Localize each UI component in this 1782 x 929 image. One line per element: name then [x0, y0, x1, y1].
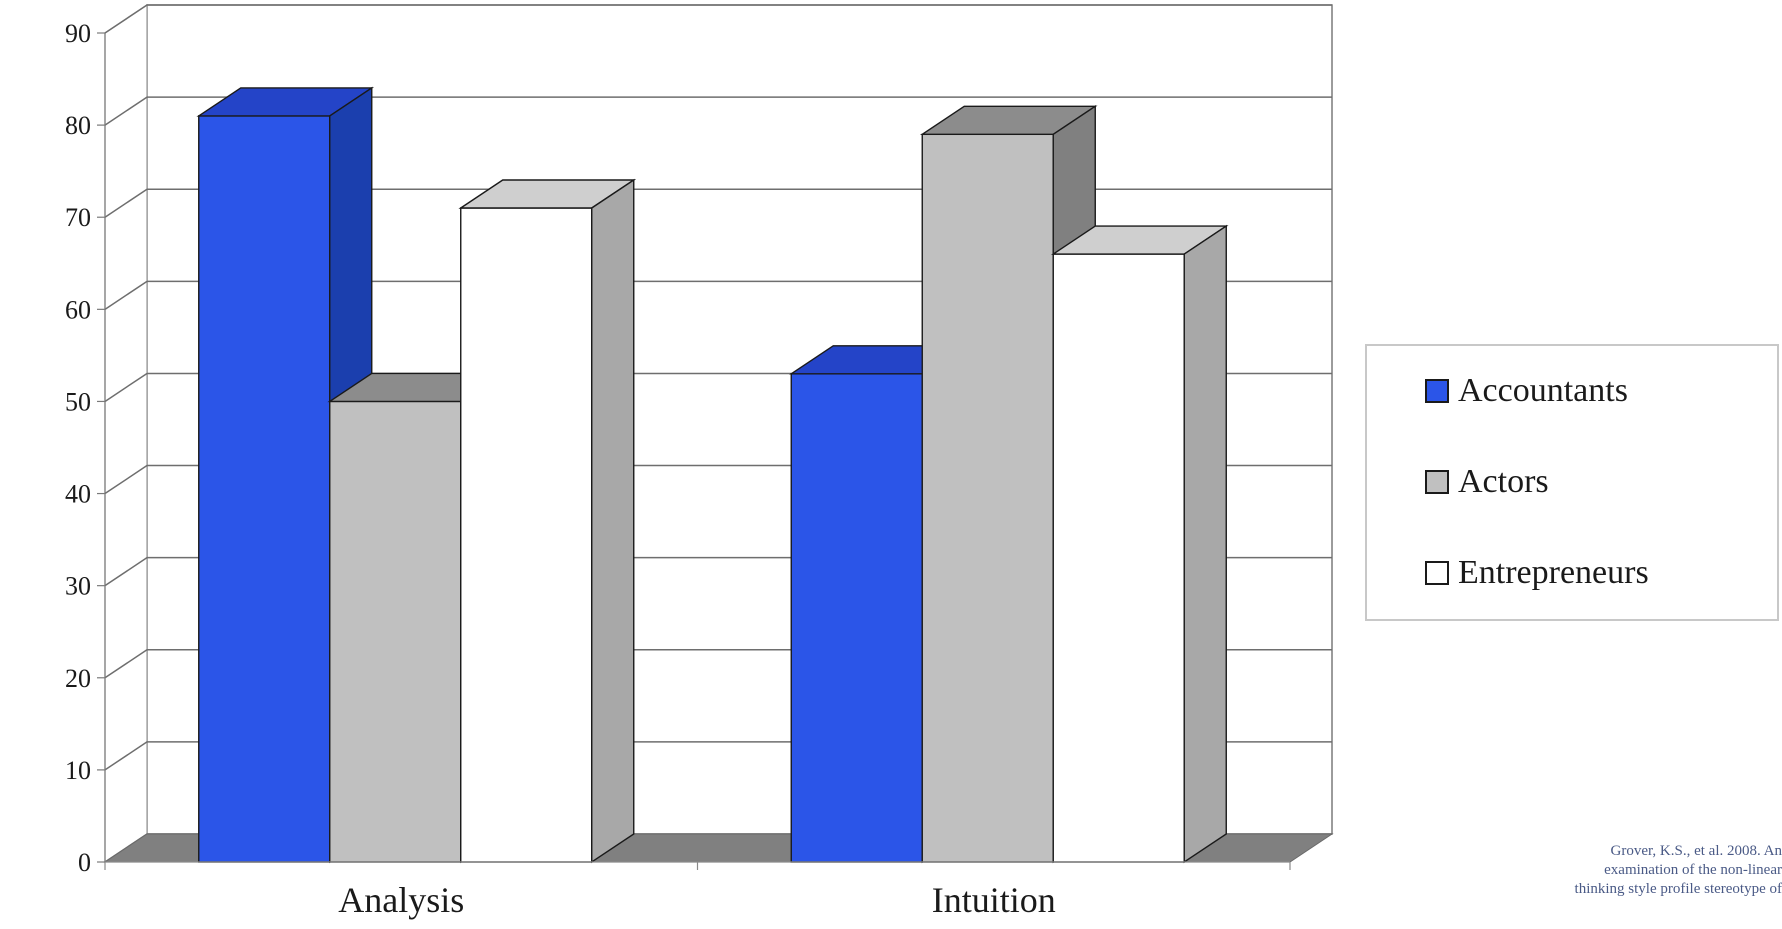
bar-side [1183, 224, 1227, 864]
legend-item-accountants: Accountants [1425, 372, 1628, 409]
legend-swatch [1425, 561, 1449, 585]
gridline [104, 4, 1332, 34]
y-tick-label: 0 [78, 848, 91, 877]
bar-front [460, 207, 593, 863]
y-tick-label: 50 [65, 387, 91, 416]
y-tick-label: 30 [65, 572, 91, 601]
bar-front [198, 115, 331, 863]
gridline [104, 96, 1332, 126]
legend-item-actors: Actors [1425, 463, 1549, 500]
y-tick-label: 60 [65, 295, 91, 324]
y-tick-label: 20 [65, 664, 91, 693]
legend: Accountants Actors Entrepreneurs [1365, 344, 1779, 621]
bar-front [790, 373, 923, 863]
bar-front [921, 133, 1054, 863]
y-axis: 0 10 20 30 40 50 60 70 80 90 [65, 19, 106, 877]
legend-swatch [1425, 379, 1449, 403]
bar-entrepreneurs-analysis [458, 178, 637, 864]
legend-swatch [1425, 470, 1449, 494]
legend-label: Accountants [1458, 372, 1628, 409]
y-tick-label: 80 [65, 111, 91, 140]
bars [196, 86, 1229, 864]
x-axis: Analysis Intuition [104, 861, 1291, 920]
bar-entrepreneurs-intuition [1050, 224, 1229, 864]
y-tick-label: 10 [65, 756, 91, 785]
y-tick-label: 70 [65, 203, 91, 232]
legend-label: Actors [1458, 463, 1549, 500]
y-tick-label: 40 [65, 480, 91, 509]
x-category-label: Intuition [932, 880, 1056, 920]
bar-front [1052, 253, 1185, 863]
citation-text: Grover, K.S., et al. 2008. An examinatio… [1574, 843, 1782, 897]
legend-label: Entrepreneurs [1458, 554, 1649, 591]
y-tick-label: 90 [65, 19, 91, 48]
bar-side [591, 178, 635, 864]
legend-item-entrepreneurs: Entrepreneurs [1425, 554, 1649, 591]
side-wall [104, 3, 148, 864]
x-category-label: Analysis [338, 880, 464, 920]
bar-front [329, 400, 462, 863]
